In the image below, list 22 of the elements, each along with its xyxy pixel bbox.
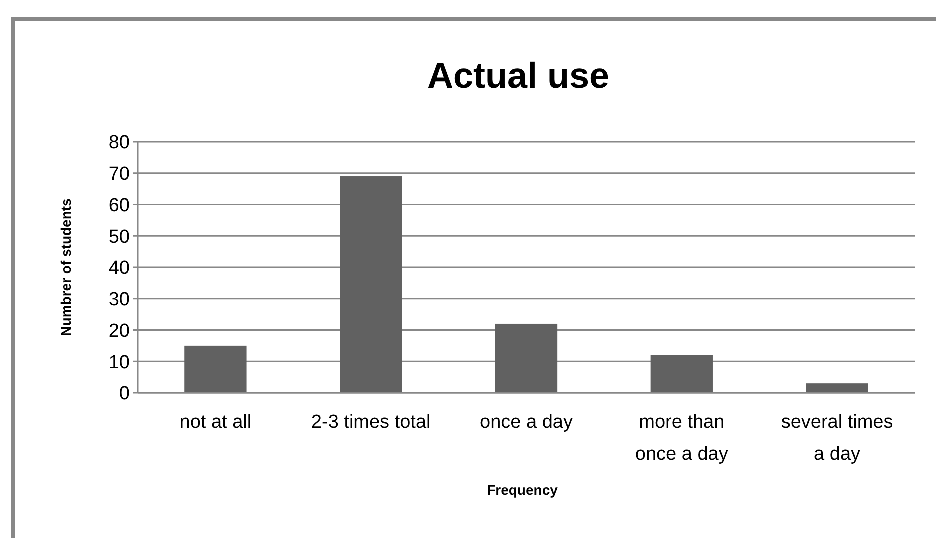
y-tick-label: 50 <box>108 226 130 248</box>
y-axis-title: Numbrer of students <box>58 198 74 336</box>
y-tick-label: 30 <box>108 290 130 311</box>
bar <box>806 384 868 393</box>
bar <box>340 176 402 393</box>
y-tick-label: 10 <box>108 352 130 374</box>
bar <box>184 346 247 393</box>
x-tick-label: more than once a day <box>635 412 729 465</box>
x-tick-label: several times a day <box>781 412 894 465</box>
x-axis-title: Frequency <box>487 482 558 498</box>
y-tick-label: 20 <box>108 320 130 342</box>
y-tick-label: 60 <box>108 195 130 216</box>
bar <box>650 355 713 393</box>
x-tick-label: 2-3 times total <box>311 412 431 433</box>
y-tick-label: 0 <box>119 384 130 405</box>
x-tick-label: not at all <box>180 412 252 433</box>
y-tick-label: 70 <box>108 164 130 186</box>
y-tick-label: 40 <box>108 258 130 280</box>
y-tick-label: 80 <box>108 132 130 154</box>
chart-title: Actual use <box>427 55 610 96</box>
bar <box>495 324 558 393</box>
x-tick-label: once a day <box>480 412 574 433</box>
